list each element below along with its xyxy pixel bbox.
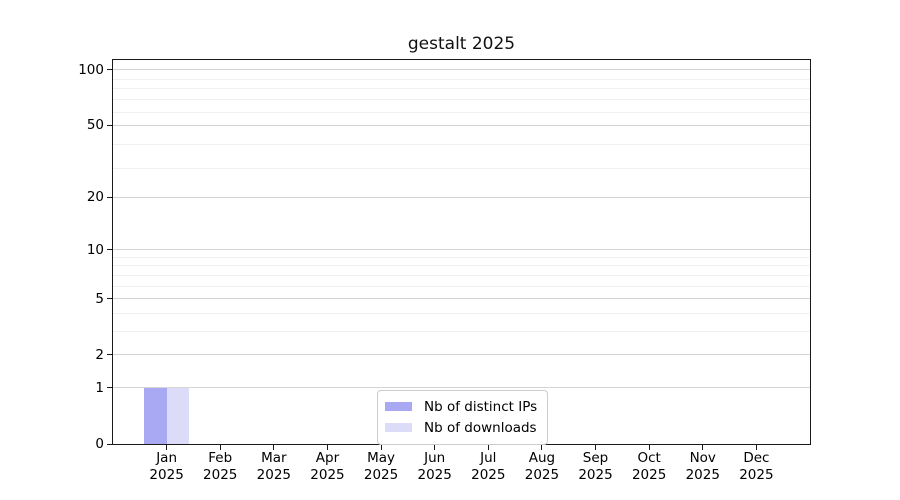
x-tick-label-jul: Jul 2025 [471,450,506,483]
y-tick-label-2: 2 [95,346,104,363]
y-tick-mark [107,298,112,300]
legend-swatch-downloads [385,423,412,432]
y-tick-label-20: 20 [86,189,104,206]
x-tick-label-nov: Nov 2025 [685,450,720,483]
y-tick-label-1: 1 [95,379,104,396]
x-tick-label-jun: Jun 2025 [417,450,452,483]
legend-item-distinct-ips: Nb of distinct IPs [385,396,537,417]
x-tick-label-mar: Mar 2025 [256,450,292,483]
y-gridline-major [113,124,810,126]
x-tick-mark-jul [487,445,489,450]
y-tick-mark [107,196,112,198]
chart-title: gestalt 2025 [407,34,516,54]
y-gridline-minor [113,274,810,276]
y-tick-mark [107,443,112,445]
y-gridline-major [113,298,810,300]
x-tick-mark-aug [541,445,543,450]
y-tick-mark [107,354,112,356]
legend-label-distinct-ips: Nb of distinct IPs [424,398,538,415]
y-gridline-minor [113,331,810,333]
y-gridline-minor [113,265,810,267]
x-tick-mark-may [380,445,382,450]
x-tick-label-sep: Sep 2025 [578,450,613,483]
legend-swatch-distinct-ips [385,402,412,411]
legend: Nb of distinct IPs Nb of downloads [377,390,549,445]
x-tick-mark-feb [219,445,221,450]
y-tick-label-5: 5 [95,290,104,307]
x-tick-mark-jun [434,445,436,450]
x-tick-mark-nov [702,445,704,450]
x-tick-mark-sep [595,445,597,450]
y-gridline-minor [113,313,810,314]
y-tick-mark [107,69,112,71]
x-tick-label-feb: Feb 2025 [203,450,238,483]
y-gridline-minor [113,256,810,258]
x-tick-label-dec: Dec 2025 [739,450,774,483]
x-tick-mark-dec [755,445,757,450]
x-tick-label-may: May 2025 [363,450,399,483]
y-gridline-minor [113,285,810,287]
y-gridline-minor [113,167,810,169]
y-gridline-major [113,249,810,251]
y-gridline-major [113,354,810,356]
x-tick-mark-jan [166,445,168,450]
y-tick-label-50: 50 [86,117,104,134]
x-tick-mark-apr [326,445,328,450]
plot-area [112,59,811,445]
y-gridline-major [113,196,810,198]
y-gridline-minor [113,99,810,101]
x-tick-label-jan: Jan 2025 [149,450,184,483]
y-tick-mark [107,124,112,126]
x-tick-mark-mar [273,445,275,450]
y-tick-mark [107,387,112,389]
y-tick-label-10: 10 [86,241,104,258]
y-gridline-minor [113,111,810,113]
x-tick-label-oct: Oct 2025 [631,450,667,483]
y-tick-label-100: 100 [78,61,104,78]
x-tick-label-apr: Apr 2025 [310,450,345,483]
y-gridline-major [113,69,810,71]
y-tick-label-0: 0 [95,436,104,452]
y-gridline-minor [113,88,810,90]
legend-item-downloads: Nb of downloads [385,417,537,438]
y-gridline-minor [113,78,810,80]
y-gridline-major [113,387,810,389]
bar-distinct-ips-jan [144,387,167,444]
x-tick-mark-oct [648,445,650,450]
legend-label-downloads: Nb of downloads [424,419,537,436]
x-tick-label-aug: Aug 2025 [524,450,560,483]
y-gridline-minor [113,144,810,146]
y-tick-mark [107,249,112,251]
bar-downloads-jan [166,387,190,444]
